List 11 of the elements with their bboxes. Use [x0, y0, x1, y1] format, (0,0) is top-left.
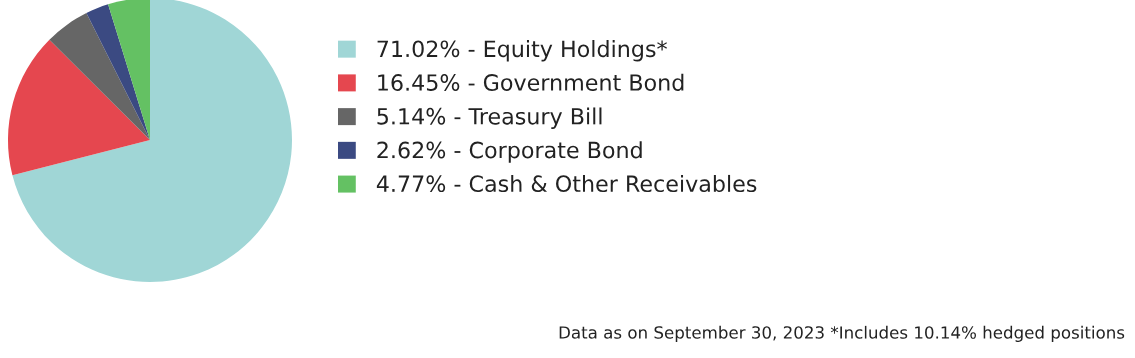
legend-label: 5.14% - Treasury Bill	[377, 107, 602, 129]
legend-label: 4.77% - Cash & Other Receivables	[376, 174, 757, 193]
legend-label: 71.02% - Equity Holdings*	[377, 40, 667, 62]
pie-slice	[8, 39, 150, 176]
text: Data as on September 30, 2023 *Includes 10.14% hedged positions	[559, 325, 1125, 342]
pie-slice	[86, 4, 150, 140]
legend-label: 16.45% - Government Bond	[378, 73, 684, 91]
legend-label: 2.62% - Corporate Bond	[377, 141, 642, 163]
pie-slice	[108, 0, 150, 140]
pie-slice	[12, 0, 292, 282]
pie-slice	[49, 13, 150, 140]
